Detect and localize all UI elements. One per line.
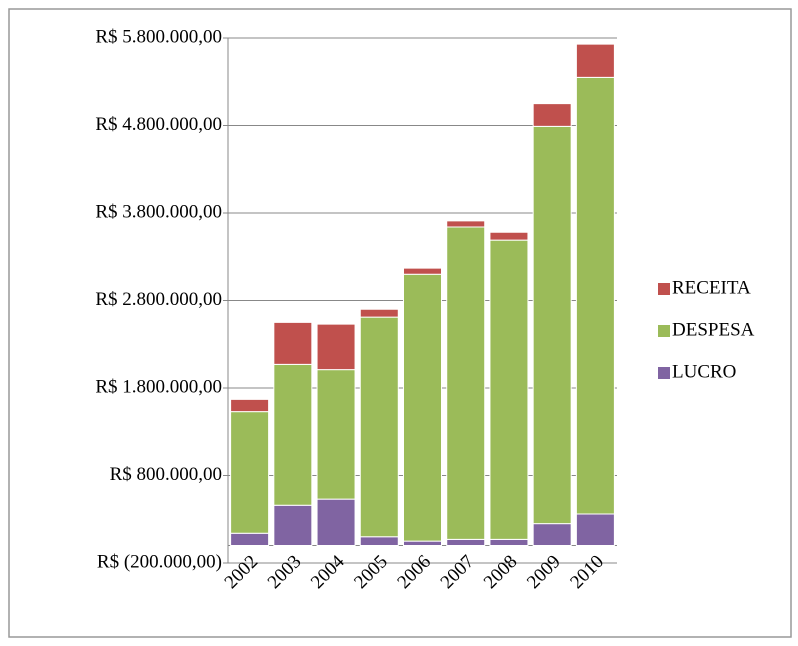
bar-segment — [446, 538, 486, 546]
legend-label: DESPESA — [672, 319, 755, 340]
bar-segment — [230, 398, 270, 413]
y-tick-label: R$ 4.800.000,00 — [95, 114, 222, 135]
bar-segment — [489, 239, 529, 540]
bar-segment — [273, 321, 313, 365]
bar-segment — [446, 220, 486, 228]
bar-segment — [359, 316, 399, 538]
y-tick-label: R$ 800.000,00 — [110, 464, 222, 485]
y-tick-label: R$ 5.800.000,00 — [95, 26, 222, 47]
bar-segment — [316, 369, 356, 500]
chart-frame — [8, 8, 792, 638]
bar-segment — [403, 540, 442, 546]
y-tick-label: R$ (200.000,00) — [97, 551, 222, 572]
bar-segment — [489, 538, 529, 546]
bar-segment — [575, 76, 615, 515]
bar-segment — [532, 103, 572, 127]
bar-segment — [446, 226, 486, 540]
bar-segment — [273, 363, 313, 506]
bar-segment — [532, 523, 572, 546]
bar-segment — [230, 532, 270, 546]
legend-label: RECEITA — [672, 277, 751, 298]
bar-segment — [575, 43, 615, 78]
bar-segment — [273, 504, 313, 546]
legend-swatch — [658, 325, 670, 337]
bar-segment — [403, 273, 442, 542]
legend-label: LUCRO — [672, 361, 736, 382]
bar-segment — [359, 308, 399, 318]
legend-swatch — [658, 367, 670, 379]
bar-segment — [532, 125, 572, 525]
bar-segment — [575, 513, 615, 546]
bar-segment — [316, 323, 356, 371]
y-tick-label: R$ 2.800.000,00 — [95, 289, 222, 310]
y-tick-label: R$ 3.800.000,00 — [95, 201, 222, 222]
bar-segment — [489, 231, 529, 241]
bar-segment — [230, 411, 270, 534]
bar-segment — [316, 498, 356, 546]
bar-segment — [403, 267, 442, 275]
bar-segment — [359, 536, 399, 546]
legend-swatch — [658, 283, 670, 295]
y-tick-label: R$ 1.800.000,00 — [95, 376, 222, 397]
